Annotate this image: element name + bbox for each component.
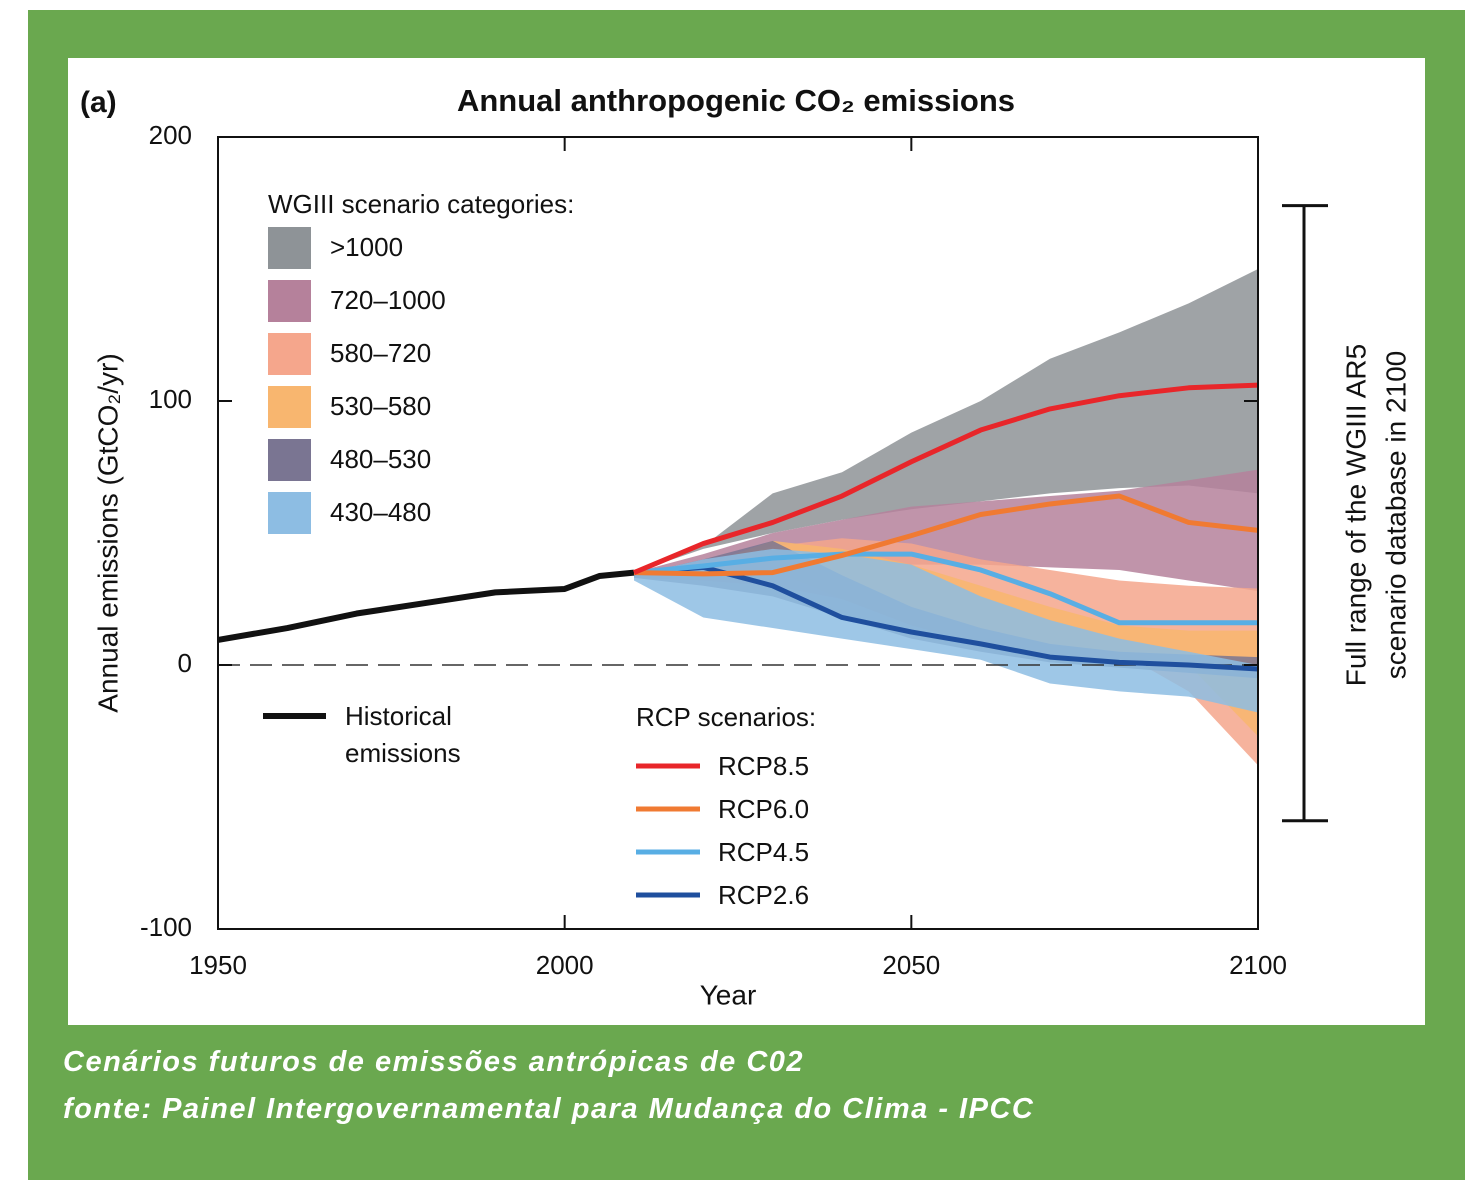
historical-line xyxy=(217,569,635,643)
caption: fonte: Painel Intergovernamental para Mu… xyxy=(63,1093,1035,1125)
legend-label: 480–530 xyxy=(330,444,431,474)
legend-label: RCP8.5 xyxy=(718,751,809,781)
y-tick-label: -100 xyxy=(140,912,192,942)
y-tick-label: 0 xyxy=(178,648,192,678)
chart-title: Annual anthropogenic CO₂ emissions xyxy=(457,83,1015,118)
rcp-line xyxy=(633,564,1259,672)
x-tick-label: 2000 xyxy=(536,950,594,980)
x-axis-label: Year xyxy=(700,979,757,1010)
legend-label: RCP4.5 xyxy=(718,837,809,867)
scenario-band xyxy=(634,269,1258,573)
legend-swatch xyxy=(268,386,311,428)
legend-label: >1000 xyxy=(330,232,403,262)
legend-label-line: emissions xyxy=(345,738,461,768)
rcp-line xyxy=(633,493,1259,577)
legend-swatch xyxy=(268,280,311,322)
legend-label-line: Historical xyxy=(345,701,452,731)
legend-title: RCP scenarios: xyxy=(636,702,816,732)
legend-label: Historical emissions xyxy=(345,701,461,768)
x-tick-label: 2100 xyxy=(1229,950,1287,980)
legend-title: WGIII scenario categories: xyxy=(268,189,574,219)
x-tick-label: 2050 xyxy=(882,950,940,980)
legend-label: 580–720 xyxy=(330,338,431,368)
scenario-band xyxy=(634,538,1258,766)
legend-label: 430–480 xyxy=(330,497,431,527)
plot-frame xyxy=(217,136,1259,930)
rcp-line xyxy=(633,551,1258,626)
legend-label: 720–1000 xyxy=(330,285,446,315)
legend-label: RCP6.0 xyxy=(718,794,809,824)
y-tick-label: 200 xyxy=(149,120,192,150)
range-label: Full range of the WGIII AR5 xyxy=(1340,344,1371,686)
legend-swatch xyxy=(268,492,311,534)
legend-label: RCP2.6 xyxy=(718,880,809,910)
caption: Cenários futuros de emissões antrópicas … xyxy=(63,1046,805,1078)
rcp-line xyxy=(633,382,1259,575)
scenario-band xyxy=(634,540,1258,737)
legend-label: 530–580 xyxy=(330,391,431,421)
scenario-band xyxy=(634,548,1258,713)
range-label: scenario database in 2100 xyxy=(1380,351,1411,679)
x-tick-label: 1950 xyxy=(189,950,247,980)
legend-swatch xyxy=(268,439,311,481)
y-axis-label: Annual emissions (GtCO₂/yr) xyxy=(92,353,123,712)
panel-label: (a) xyxy=(80,86,117,119)
legend-swatch xyxy=(268,227,311,269)
legend-swatch xyxy=(268,333,311,375)
y-tick-label: 100 xyxy=(149,384,192,414)
